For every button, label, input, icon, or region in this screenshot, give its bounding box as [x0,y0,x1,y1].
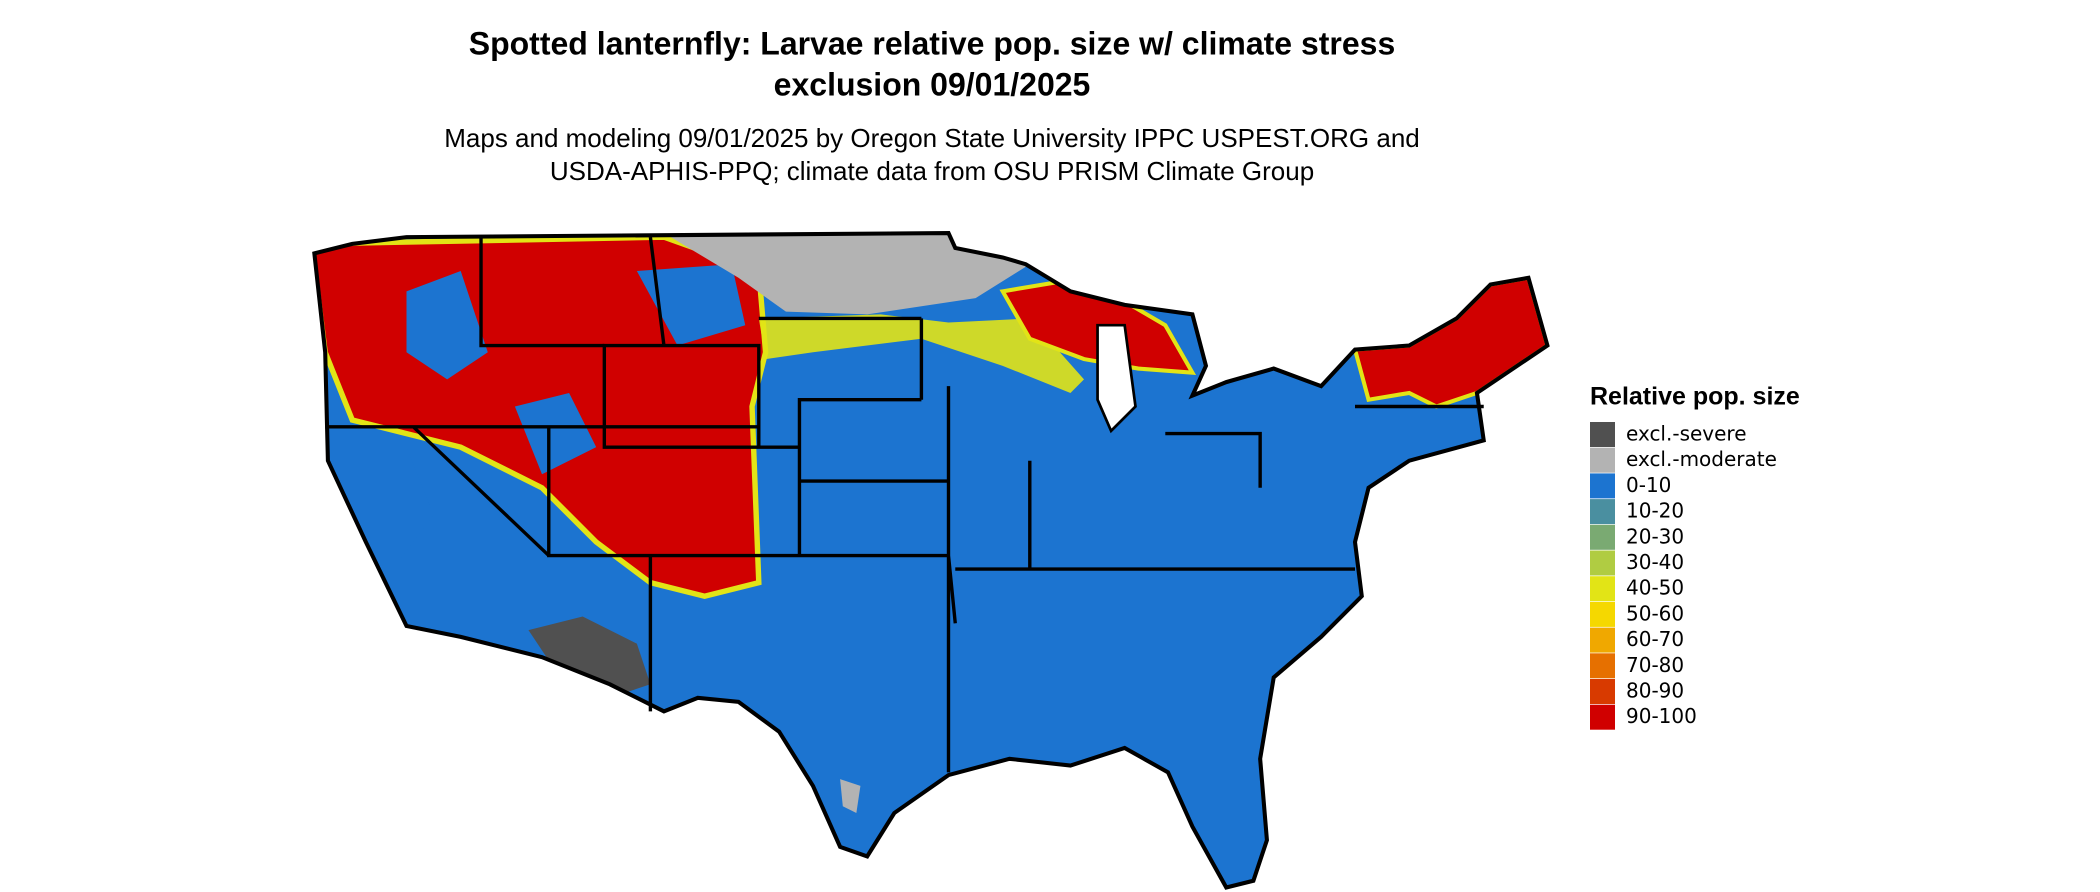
legend-title: Relative pop. size [1590,383,1800,411]
legend-label: 60-70 [1626,627,1684,651]
legend-label: 80-90 [1626,679,1684,703]
map [312,231,1550,890]
legend-swatch [1590,473,1615,499]
legend: excl.-severeexcl.-moderate0-1010-2020-30… [1590,422,1777,730]
state-borders [325,236,1484,773]
legend-swatch [1590,627,1615,653]
legend-label: 30-40 [1626,550,1684,574]
legend-label: 10-20 [1626,499,1684,523]
title: exclusion 09/01/2025 [774,66,1091,102]
subtitle: USDA-APHIS-PPQ; climate data from OSU PR… [550,156,1314,186]
legend-label: excl.-moderate [1626,447,1777,471]
severe-exclusion [528,616,651,698]
high-risk-region [1352,275,1548,409]
legend-label: 0-10 [1626,473,1671,497]
legend-swatch [1590,653,1615,679]
legend-swatch [1590,601,1615,627]
lake-michigan [1096,323,1137,434]
title: Spotted lanternfly: Larvae relative pop.… [469,25,1396,61]
legend-label: 70-80 [1626,653,1684,677]
legend-swatch [1590,422,1615,447]
legend-swatch [1590,447,1615,473]
legend-swatch [1590,576,1615,602]
legend-swatch [1590,524,1615,550]
legend-label: excl.-severe [1626,422,1747,446]
transition-band [758,314,1084,393]
moderate-exclusion [663,233,1030,315]
legend-swatch [1590,550,1615,576]
legend-label: 90-100 [1626,704,1697,728]
legend-swatch [1590,679,1615,704]
legend-label: 20-30 [1626,524,1684,548]
us-outline [312,231,1550,890]
low-risk-patch [352,264,746,570]
legend-swatch [1590,704,1615,730]
legend-label: 50-60 [1626,601,1684,625]
legend-label: 40-50 [1626,576,1684,600]
subtitle: Maps and modeling 09/01/2025 by Oregon S… [444,123,1420,153]
legend-swatch [1590,499,1615,525]
moderate-exclusion [840,779,861,813]
